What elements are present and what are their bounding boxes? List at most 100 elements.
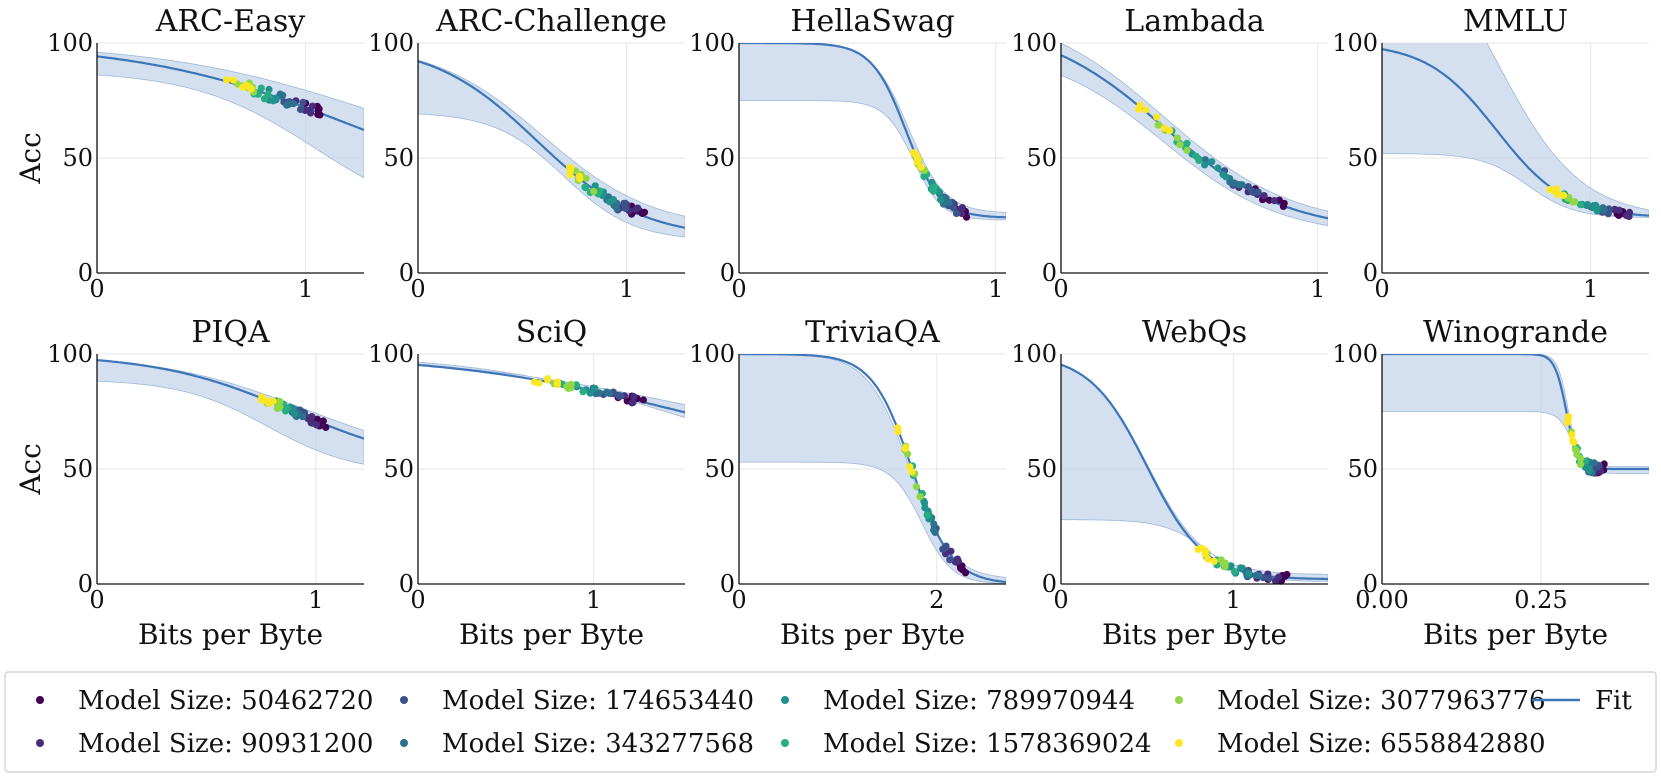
data-point — [530, 378, 539, 386]
data-point — [1565, 193, 1573, 201]
data-point — [1244, 183, 1252, 191]
data-point — [257, 396, 266, 404]
legend-entry-label: Model Size: 789970944 — [823, 686, 1135, 716]
data-point — [579, 388, 587, 396]
x-tick-label: 0 — [89, 586, 104, 614]
data-point — [947, 547, 955, 555]
data-point — [630, 393, 638, 401]
data-point — [1265, 574, 1273, 582]
data-point — [953, 556, 961, 564]
y-tick-label: 50 — [1347, 455, 1378, 483]
panel-title: Winogrande — [1423, 315, 1608, 350]
data-point — [572, 381, 581, 389]
data-point — [894, 428, 902, 436]
y-tick-label: 0 — [1042, 259, 1057, 287]
y-tick-label: 50 — [1026, 144, 1057, 172]
data-point — [1576, 460, 1585, 468]
data-point — [606, 198, 614, 206]
y-tick-label: 0 — [399, 259, 414, 287]
data-point — [1194, 545, 1202, 554]
x-tick-label: 1 — [586, 586, 601, 614]
data-point — [1219, 559, 1227, 567]
y-tick-label: 0 — [720, 570, 735, 598]
x-tick-label: 1 — [619, 275, 634, 303]
x-tick-label: 0 — [1053, 586, 1068, 614]
legend-entry-label: Model Size: 50462720 — [78, 686, 373, 716]
legend-entry-label: Model Size: 6558842880 — [1217, 729, 1546, 759]
data-point — [1625, 208, 1634, 216]
x-tick-label: 1 — [298, 275, 313, 303]
data-point — [1204, 555, 1212, 563]
y-tick-label: 50 — [62, 144, 93, 172]
legend-marker — [36, 739, 44, 747]
x-tick-label: 0 — [410, 586, 425, 614]
legend-marker — [781, 739, 789, 747]
y-tick-label: 100 — [1011, 29, 1057, 57]
data-point — [229, 76, 237, 84]
data-point — [1570, 438, 1578, 446]
legend-entry-label: Model Size: 90931200 — [78, 729, 373, 759]
data-point — [1160, 124, 1168, 132]
legend-marker — [781, 696, 789, 704]
x-tick-label: 0 — [89, 275, 104, 303]
panel-title: Lambada — [1124, 4, 1265, 39]
y-tick-label: 100 — [1332, 29, 1378, 57]
x-tick-label: 0 — [410, 275, 425, 303]
data-point — [605, 389, 613, 397]
legend-fit-label: Fit — [1595, 686, 1632, 716]
data-point — [553, 380, 562, 389]
x-axis-label: Bits per Byte — [138, 618, 323, 651]
y-tick-label: 100 — [1011, 340, 1057, 368]
x-axis-label: Bits per Byte — [780, 618, 965, 651]
data-point — [1235, 181, 1243, 189]
data-point — [902, 444, 910, 452]
data-point — [319, 417, 327, 425]
data-point — [1255, 572, 1263, 580]
y-axis-label: Acc — [14, 443, 47, 496]
data-point — [1611, 205, 1619, 213]
data-point — [639, 396, 648, 404]
x-tick-label: 0 — [731, 586, 746, 614]
y-axis-label: Acc — [14, 132, 47, 185]
legend-marker — [1175, 739, 1183, 747]
panel-title: ARC-Easy — [155, 4, 306, 39]
data-point — [566, 171, 574, 179]
data-point — [1576, 201, 1584, 209]
data-point — [1176, 141, 1184, 149]
data-point — [913, 154, 922, 163]
panel-title: TriviaQA — [805, 315, 940, 350]
legend-marker — [400, 739, 408, 747]
y-tick-label: 50 — [383, 144, 414, 172]
x-tick-label: 0.00 — [1355, 586, 1408, 614]
data-point — [634, 204, 642, 212]
data-point — [305, 106, 313, 114]
data-point — [264, 90, 272, 99]
x-tick-label: 1 — [988, 275, 1003, 303]
y-tick-label: 0 — [720, 259, 735, 287]
data-point — [1546, 185, 1554, 194]
confidence-band — [1382, 43, 1649, 218]
data-point — [921, 499, 929, 507]
y-tick-label: 0 — [1363, 570, 1378, 598]
y-tick-label: 100 — [368, 29, 414, 57]
data-point — [1275, 573, 1283, 581]
data-point — [1208, 158, 1216, 166]
panel-mmlu: 0 50 100 0 1 MMLU — [1332, 4, 1649, 303]
data-point — [272, 96, 280, 104]
x-tick-label: 1 — [308, 586, 323, 614]
x-axis-label: Bits per Byte — [1102, 618, 1287, 651]
data-point — [1230, 568, 1239, 576]
data-point — [269, 397, 277, 405]
data-point — [257, 84, 265, 92]
data-point — [629, 398, 637, 406]
confidence-band — [1382, 354, 1649, 474]
y-tick-label: 50 — [62, 455, 93, 483]
legend-entry-label: Model Size: 3077963776 — [1217, 686, 1546, 716]
data-point — [1559, 191, 1568, 199]
panel-lambada: 0 50 100 0 1 Lambada — [1011, 4, 1328, 303]
confidence-band — [739, 43, 1006, 221]
data-point — [1615, 211, 1623, 219]
legend-frame — [4, 671, 1657, 773]
data-point — [1155, 121, 1163, 129]
